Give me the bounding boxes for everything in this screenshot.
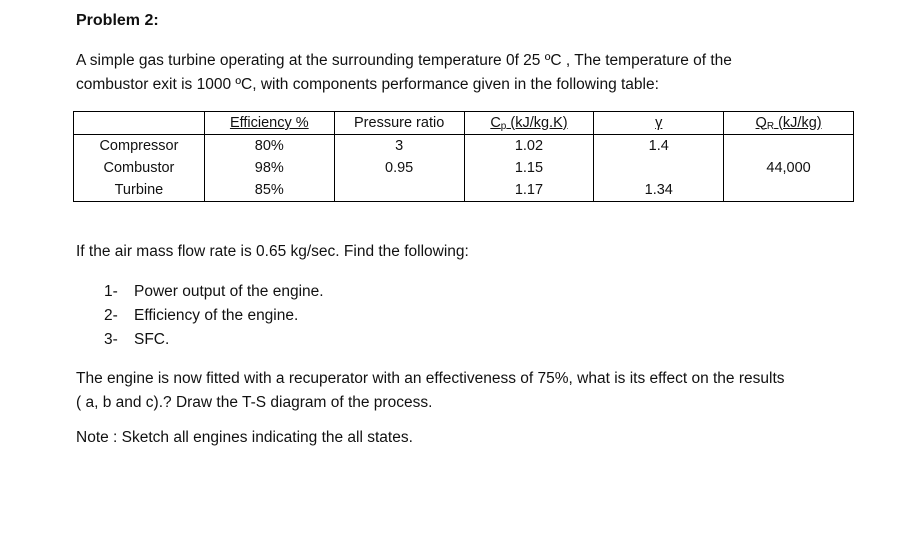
table-row-combustor: Combustor 98% 0.95 1.15 44,000: [73, 157, 854, 179]
cell-component: Combustor: [73, 157, 205, 179]
cell-qr: [723, 134, 854, 157]
header-cp: Cp (kJ/kg.K): [463, 111, 595, 135]
list-item: 3- SFC.: [104, 331, 170, 348]
cell-qr: [723, 179, 854, 202]
recuperator-line-1: The engine is now fitted with a recupera…: [76, 370, 785, 387]
list-item: 2- Efficiency of the engine.: [104, 307, 299, 324]
table-row-turbine: Turbine 85% 1.17 1.34: [73, 179, 854, 202]
cell-qr: 44,000: [723, 157, 854, 179]
recuperator-question: The engine is now fitted with a recupera…: [76, 367, 876, 415]
question-intro: If the air mass flow rate is 0.65 kg/sec…: [76, 243, 469, 260]
task-list: 1- Power output of the engine. 2- Efficien…: [104, 280, 324, 352]
cell-gamma: 1.4: [593, 134, 725, 157]
problem-intro: A simple gas turbine operating at the su…: [76, 49, 876, 97]
cell-component: Compressor: [73, 134, 205, 157]
cell-cp: 1.17: [463, 179, 595, 202]
component-performance-table: Efficiency % Pressure ratio Cp (kJ/kg.K)…: [73, 111, 854, 202]
list-item: 1- Power output of the engine.: [104, 283, 324, 300]
cell-cp: 1.15: [463, 157, 595, 179]
cell-efficiency: 85%: [203, 179, 335, 202]
cell-component: Turbine: [73, 179, 205, 202]
cell-gamma: [593, 157, 725, 179]
cell-pressure-ratio: [333, 179, 465, 202]
header-efficiency: Efficiency %: [203, 111, 335, 135]
intro-line-1: A simple gas turbine operating at the su…: [76, 52, 732, 69]
header-component: [73, 111, 205, 135]
table-row-compressor: Compressor 80% 3 1.02 1.4: [73, 134, 854, 157]
header-gamma: γ: [593, 111, 725, 135]
note-text: Note : Sketch all engines indicating the…: [76, 429, 413, 446]
recuperator-line-2: ( a, b and c).? Draw the T-S diagram of …: [76, 394, 433, 411]
cell-efficiency: 80%: [203, 134, 335, 157]
cell-cp: 1.02: [463, 134, 595, 157]
header-pressure-ratio: Pressure ratio: [333, 111, 465, 135]
table-header-row: Efficiency % Pressure ratio Cp (kJ/kg.K)…: [73, 111, 854, 135]
cell-efficiency: 98%: [203, 157, 335, 179]
intro-line-2: combustor exit is 1000 ºC, with componen…: [76, 76, 659, 93]
cell-gamma: 1.34: [593, 179, 725, 202]
cell-pressure-ratio: 0.95: [333, 157, 465, 179]
cell-pressure-ratio: 3: [333, 134, 465, 157]
problem-title: Problem 2:: [76, 12, 159, 29]
header-qr: QR (kJ/kg): [723, 111, 854, 135]
